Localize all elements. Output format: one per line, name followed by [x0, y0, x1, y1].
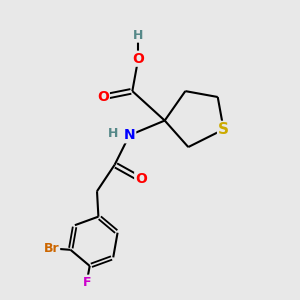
Text: H: H [108, 127, 119, 140]
Text: S: S [218, 122, 229, 137]
Text: Br: Br [44, 242, 59, 255]
Text: N: N [124, 128, 135, 142]
Text: F: F [82, 276, 91, 289]
Text: H: H [133, 29, 143, 42]
Text: O: O [97, 90, 109, 104]
Text: O: O [135, 172, 147, 186]
Text: O: O [132, 52, 144, 66]
